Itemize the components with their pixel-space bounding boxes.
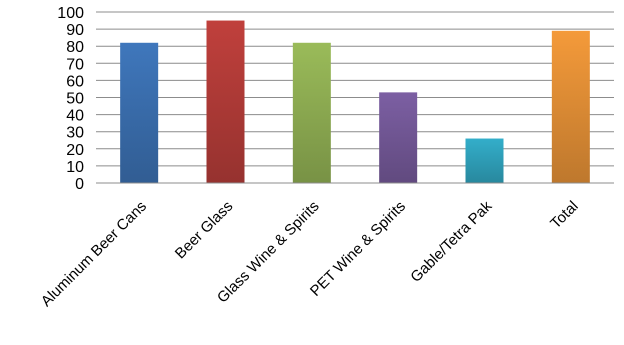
bar-total: [551, 30, 590, 184]
y-tick-label: 80: [66, 39, 84, 56]
x-category-label: Gable/Tetra Pak: [407, 197, 495, 285]
x-category-label: Total: [547, 198, 581, 232]
x-category-label: Aluminum Beer Cans: [38, 198, 150, 310]
gridlines: [96, 11, 614, 167]
y-tick-label: 10: [66, 159, 84, 176]
y-tick-label: 40: [66, 108, 84, 125]
bars: [120, 20, 590, 184]
x-category-label: PET Wine & Spirits: [307, 198, 409, 300]
bar-gable-tetra-pak: [465, 138, 504, 183]
y-tick-label: 20: [66, 142, 84, 159]
bar-aluminum-beer-cans: [120, 42, 159, 183]
y-tick-label: 0: [75, 176, 84, 193]
x-category-label: Beer Glass: [172, 198, 236, 262]
y-tick-label: 70: [66, 56, 84, 73]
y-tick-label: 50: [66, 91, 84, 108]
bar-pet-wine-spirits: [379, 92, 418, 183]
bar-glass-wine-spirits: [292, 42, 331, 183]
y-tick-label: 90: [66, 22, 84, 39]
y-tick-label: 60: [66, 73, 84, 90]
y-tick-label: 100: [57, 5, 84, 22]
bar-beer-glass: [206, 20, 245, 183]
y-tick-label: 30: [66, 125, 84, 142]
